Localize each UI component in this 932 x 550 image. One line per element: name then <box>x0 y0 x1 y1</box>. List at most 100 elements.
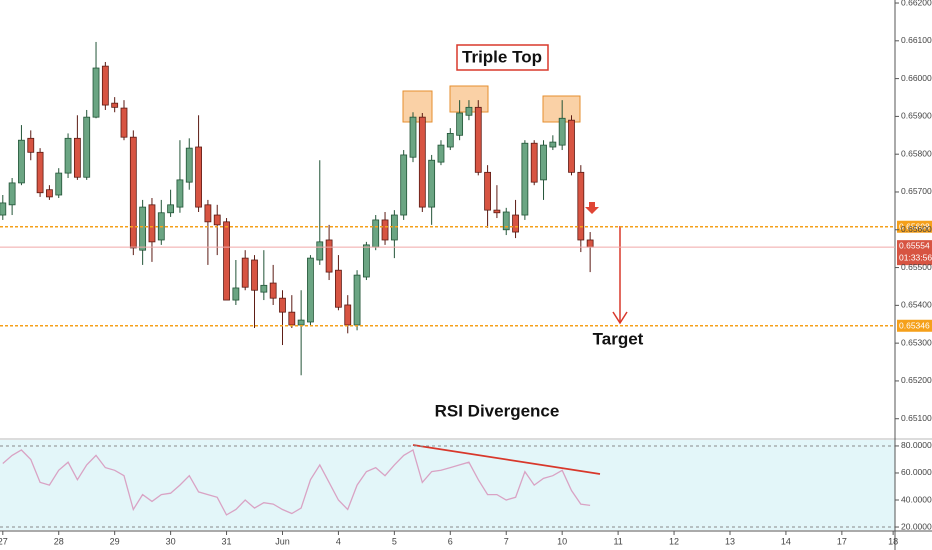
candle-body <box>213 214 221 226</box>
candle-body <box>484 171 491 211</box>
candle-body <box>129 136 137 249</box>
candle-body <box>64 137 72 174</box>
candle-body <box>167 204 175 214</box>
candle-body <box>335 269 342 308</box>
top-box <box>542 95 581 123</box>
x-tick-label: 14 <box>781 536 791 546</box>
x-tick-label: 28 <box>54 536 64 546</box>
last-price-box <box>897 240 932 266</box>
y-tick-label: 60.0000 <box>901 467 932 477</box>
x-tick-label: 10 <box>557 536 567 546</box>
y-tick-label: 0.66200 <box>901 0 932 7</box>
candle-body <box>101 65 109 106</box>
candle-body <box>530 142 538 183</box>
candle-body <box>269 282 277 299</box>
divergence-line <box>412 444 601 475</box>
candle-body <box>456 112 464 136</box>
x-tick-label: 31 <box>222 536 232 546</box>
candle-body <box>428 159 436 208</box>
rsi-line <box>2 449 591 516</box>
level-label-box <box>897 319 932 332</box>
candle-body <box>474 106 482 173</box>
candle-body <box>27 137 35 153</box>
x-tick-label: 17 <box>837 536 847 546</box>
candle-body <box>279 297 286 313</box>
candle-body <box>120 107 128 138</box>
candle-body <box>540 144 547 181</box>
x-tick-label: 29 <box>110 536 120 546</box>
candle-body <box>251 259 258 291</box>
candle-body <box>204 204 212 223</box>
level-label: 0.65608 <box>899 221 930 231</box>
candle-body <box>493 209 501 214</box>
candle-body <box>577 171 585 241</box>
candle-body <box>344 304 352 326</box>
x-tick-label: 7 <box>504 536 509 546</box>
candle-body <box>111 102 119 108</box>
y-tick-label: 20.0000 <box>901 521 932 531</box>
y-tick-label: 0.65200 <box>901 375 932 385</box>
target-arrow-head <box>612 311 628 325</box>
candle-body <box>288 311 296 326</box>
x-tick-label: 11 <box>613 536 622 546</box>
x-tick-label: 27 <box>0 536 8 546</box>
candle-body <box>325 239 333 273</box>
x-tick-label: 12 <box>669 536 679 546</box>
candle-body <box>521 142 529 216</box>
candle-body <box>586 239 594 248</box>
candle-body <box>148 204 156 243</box>
candle-body <box>390 214 398 241</box>
candle-body <box>55 172 63 196</box>
candle-body <box>400 154 408 216</box>
y-tick-label: 0.65100 <box>901 413 932 423</box>
candle-body <box>381 219 389 241</box>
candle-body <box>185 147 193 183</box>
annotation-title: Triple Top <box>462 47 542 66</box>
candle-body <box>0 202 7 216</box>
candle-body <box>176 179 184 208</box>
x-tick-label: Jun <box>275 536 290 546</box>
y-tick-label: 40.0000 <box>901 494 932 504</box>
rsi-panel <box>0 440 895 530</box>
y-tick-label: 0.65400 <box>901 300 932 310</box>
y-tick-label: 0.65600 <box>901 224 932 234</box>
candle-body <box>502 211 510 231</box>
candle-body <box>83 116 91 178</box>
candle-body <box>232 287 240 301</box>
candle-body <box>437 144 445 163</box>
annotation-rsi: RSI Divergence <box>435 401 560 420</box>
candle-body <box>568 119 575 173</box>
y-tick-label: 0.65800 <box>901 148 932 158</box>
candle-body <box>46 189 53 198</box>
candle-body <box>549 141 557 148</box>
candle-body <box>241 257 249 288</box>
candle-body <box>409 116 417 158</box>
x-tick-label: 30 <box>166 536 176 546</box>
y-tick-label: 0.66100 <box>901 35 932 45</box>
y-tick-label: 0.66000 <box>901 73 932 83</box>
candle-body <box>18 139 25 184</box>
candle-body <box>372 219 380 248</box>
candle-body <box>316 241 324 261</box>
y-tick-label: 80.0000 <box>901 440 932 450</box>
x-tick-label: 4 <box>336 536 341 546</box>
x-tick-label: 13 <box>725 536 735 546</box>
y-tick-label: 0.65500 <box>901 262 932 272</box>
candle-body <box>223 221 230 301</box>
y-tick-label: 0.65700 <box>901 186 932 196</box>
x-tick-label: 18 <box>888 536 898 546</box>
candle-body <box>512 214 519 233</box>
candle-body <box>8 182 16 206</box>
level-label-box <box>897 220 932 233</box>
candle-body <box>307 257 314 323</box>
candle-body <box>92 67 100 118</box>
candle-body <box>446 133 454 148</box>
candle-body <box>297 319 305 326</box>
countdown-label: 01:33:56 <box>899 252 932 262</box>
y-tick-label: 0.65900 <box>901 111 932 121</box>
candle-body <box>73 137 81 178</box>
x-tick-label: 5 <box>392 536 397 546</box>
sell-arrow <box>585 202 599 214</box>
